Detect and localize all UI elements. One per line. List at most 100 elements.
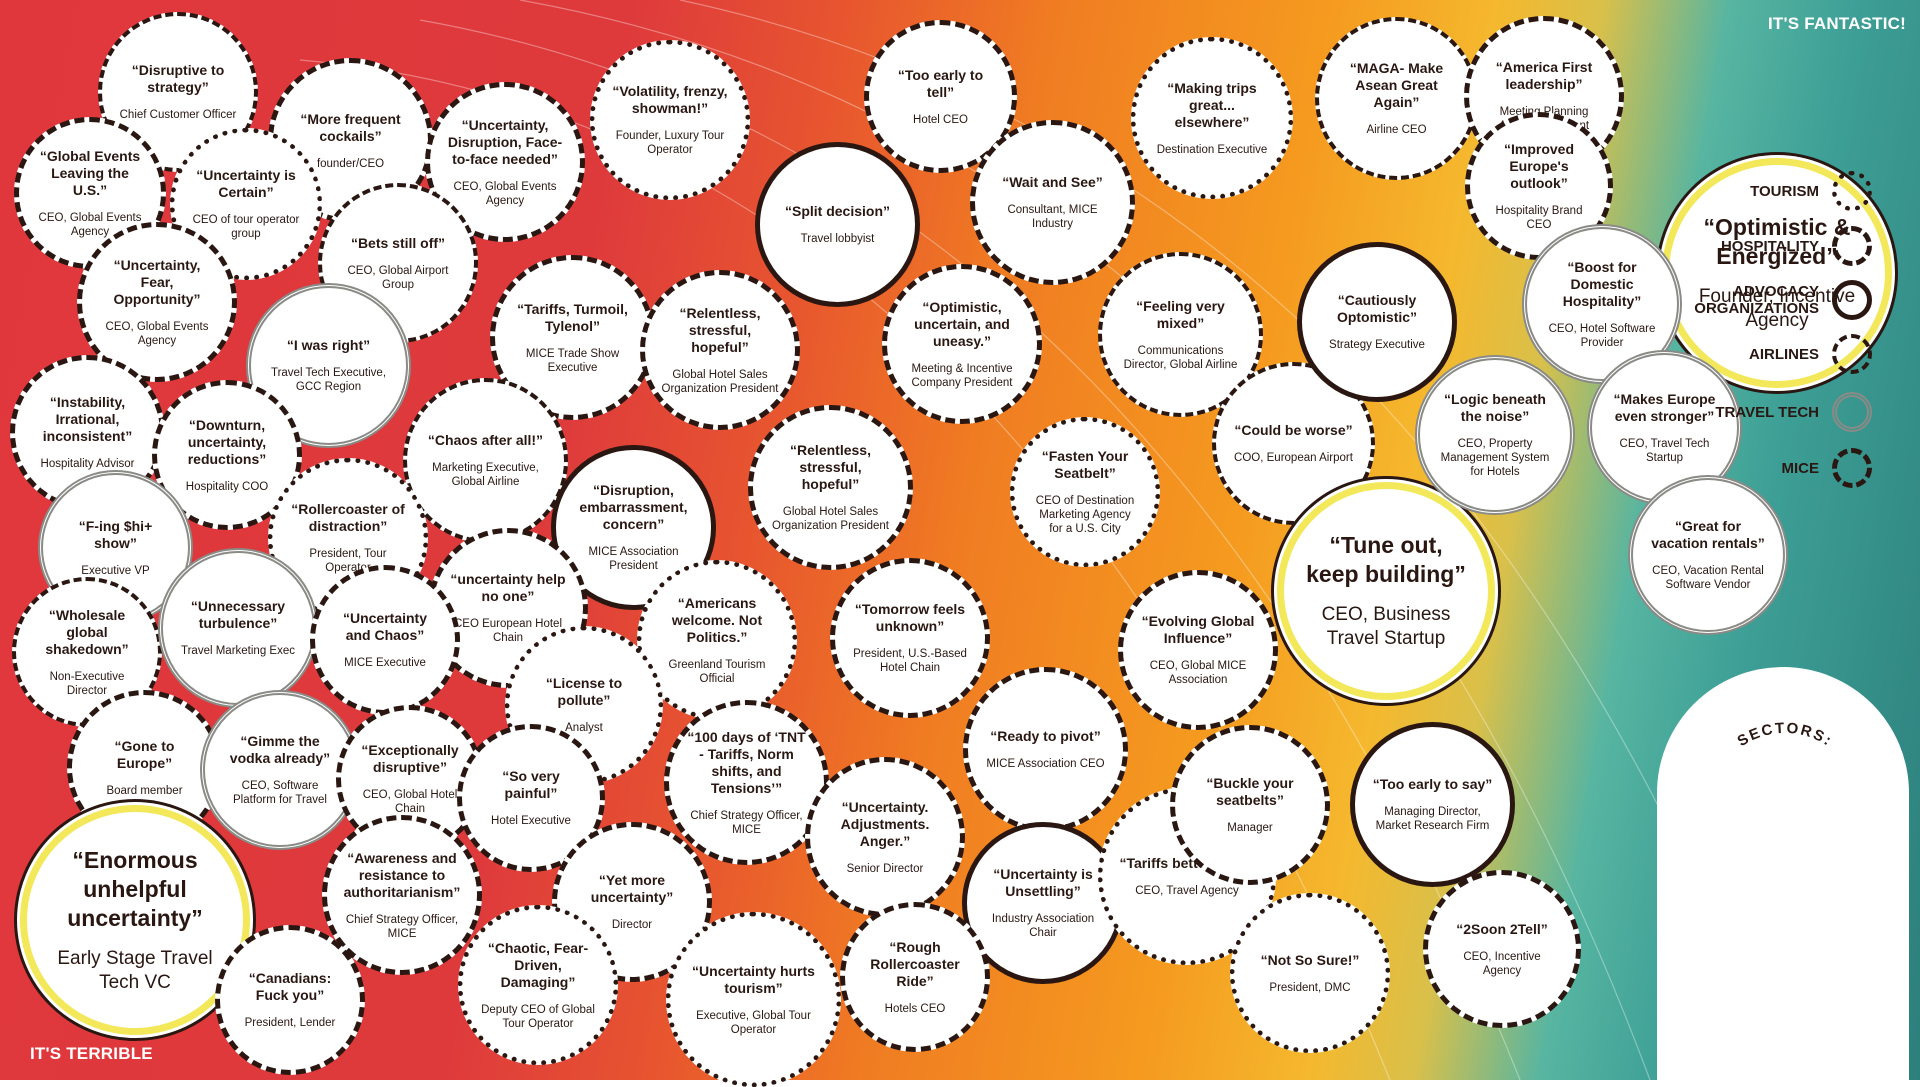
bubble-role: CEO, Software Platform for Travel (233, 780, 327, 806)
bubble-quote: “Not So Sure!” (1260, 951, 1360, 968)
bubble-quote: “Makes Europe even stronger” (1613, 390, 1716, 424)
bubble-role: Director (611, 919, 653, 931)
bubble-role: Global Hotel Sales Organization Presiden… (661, 368, 779, 395)
bubble-quote: “Awareness and resistance to authoritari… (343, 849, 461, 900)
bubble-quote: “Americans welcome. Not Politics.” (671, 594, 763, 645)
legend-title: SECTORS: (1734, 720, 1833, 750)
bubble-role: Consultant, MICE Industry (1007, 204, 1098, 230)
quote-bubble: “Uncertainty hurts tourism” Executive, Gl… (666, 912, 841, 1087)
quote-bubble: “Chaotic, Fear-Driven, Damaging” Deputy C… (458, 905, 618, 1065)
bubble-role: Hotel Executive (491, 815, 571, 827)
bubble-role: CEO, Global Hotel Chain (362, 789, 458, 815)
legend-item-traveltech: TRAVEL TECH (1657, 388, 1909, 436)
bubble-quote: “Uncertainty is Unsettling” (993, 866, 1093, 899)
bubble-role: Manager (1227, 822, 1273, 834)
bubble-role: MICE Association CEO (986, 758, 1105, 770)
bubble-role: founder/CEO (316, 157, 385, 170)
bubble-role: Founder, Luxury Tour Operator (615, 130, 725, 156)
bubble-role: CEO, Property Management System for Hote… (1440, 438, 1550, 478)
bubble-quote: “Chaos after all!” (427, 432, 544, 448)
bubble-quote: “America First leadership” (1495, 59, 1593, 92)
bubble-quote: “Instability, Irrational, inconsistent” (42, 394, 133, 444)
quote-bubble: “Buckle your seatbelts” Manager (1170, 725, 1330, 885)
bubble-quote: “Split decision” (784, 203, 890, 219)
bubble-role: MICE Trade Show Executive (525, 347, 620, 374)
quote-bubble: “Rough Rollercoaster Ride” Hotels CEO (840, 902, 990, 1052)
bubble-role: CEO, Global Events Agency (105, 320, 209, 347)
bubble-quote: “Cautiously Optomistic” (1336, 292, 1418, 325)
bubble-quote: “100 days of ‘TNT - Tariffs, Norm shifts… (687, 728, 806, 796)
bubble-quote: “Tune out, keep building” (1306, 532, 1466, 587)
bubble-role: Board member (106, 784, 183, 797)
bubble-quote: “Too early to tell” (897, 66, 984, 100)
bubble-role: Hotel CEO (913, 113, 968, 126)
bubble-role: Hospitality COO (185, 480, 269, 493)
legend-label: TOURISM (1750, 182, 1819, 200)
bubble-role: Destination Executive (1156, 143, 1268, 156)
quote-bubble: “Canadians: Fuck you” President, Lender (215, 925, 365, 1075)
bubble-quote: “Enormous unhelpful uncertainty” (67, 846, 203, 931)
quote-bubble: “Fasten Your Seatbelt” CEO of Destination… (1010, 417, 1160, 567)
bubble-role: Strategy Executive (1329, 339, 1425, 351)
bubble-quote: “Could be worse” (1234, 422, 1353, 438)
svg-text:SECTORS:: SECTORS: (1734, 720, 1835, 750)
bubble-role: CEO of Destination Marketing Agency for … (1035, 495, 1135, 535)
quote-bubble: “2Soon 2Tell” CEO, Incentive Agency (1423, 870, 1581, 1028)
bubble-role: CEO, Global MICE Association (1149, 660, 1247, 686)
bubble-quote: “Uncertainty and Chaos” (342, 610, 428, 643)
quote-bubble: “Awareness and resistance to authoritari… (322, 815, 482, 975)
bubble-quote: “Improved Europe's outlook” (1503, 140, 1574, 191)
quote-bubble: “Uncertainty and Chaos” MICE Executive (310, 565, 460, 715)
bubble-role: CEO, Travel Tech Startup (1619, 437, 1710, 464)
bubble-quote: “I was right” (286, 337, 371, 353)
quote-bubble: “Uncertainty, Fear, Opportunity” CEO, Glo… (77, 222, 237, 382)
bubble-role: CEO European Hotel Chain (453, 618, 563, 644)
bubble-role: Chief Strategy Officer, MICE (345, 913, 459, 940)
quote-bubble: “Chaos after all!” Marketing Executive, G… (403, 378, 568, 543)
bubble-quote: “Bets still off” (350, 234, 446, 251)
traveltech-ring-icon (1832, 392, 1872, 432)
bubble-quote: “Rollercoaster of distraction” (291, 501, 405, 534)
bubble-quote: “MAGA- Make Asean Great Again” (1349, 60, 1444, 110)
bubble-role: President, DMC (1269, 981, 1351, 994)
quote-bubble: “Making trips great... elsewhere” Destina… (1131, 37, 1293, 199)
bubble-quote: “Great for vacation rentals” (1651, 518, 1765, 551)
quote-bubble: “Relentless, stressful, hopeful” Global H… (640, 270, 800, 430)
bubble-role: Executive, Global Tour Operator (696, 1009, 811, 1036)
bubble-role: Meeting & Incentive Company President (911, 362, 1013, 389)
bubble-role: Founder, Incentive Agency (1698, 286, 1856, 331)
quote-bubble: “Relentless, stressful, hopeful” Global H… (748, 405, 913, 570)
hospitality-ring-icon (1832, 226, 1872, 266)
quote-bubble: “Great for vacation rentals” CEO, Vacatio… (1628, 475, 1788, 635)
bubble-quote: “Fasten Your Seatbelt” (1041, 448, 1129, 481)
bubble-quote: “License to pollute” (545, 675, 623, 708)
bubble-quote: “Relentless, stressful, hopeful” (790, 442, 871, 492)
bubble-role: Hospitality Advisor (40, 458, 135, 470)
bubble-role: CEO, Travel Agency (1135, 884, 1239, 897)
sectors-legend: SECTORS: TOURISM HOSPITALITY ADVOCACY ORGA… (1657, 171, 1909, 1080)
bubble-role: CEO, Hotel Software Provider (1548, 322, 1656, 349)
bubble-quote: “So very painful” (502, 768, 560, 801)
bubble-role: Hotels CEO (884, 1002, 946, 1015)
bubble-role: CEO, Vacation Rental Software Vendor (1652, 565, 1764, 591)
bubble-quote: “Uncertainty, Fear, Opportunity” (113, 256, 201, 307)
bubble-quote: “Volatility, frenzy, showman!” (612, 83, 728, 116)
advocacy-ring-icon (1832, 280, 1872, 320)
featured-quote-bubble: “Tune out, keep building” CEO, Business T… (1277, 482, 1495, 700)
bubble-role: Communications Director, Global Airline (1123, 344, 1238, 371)
bubble-role: Executive VP (81, 564, 150, 577)
quote-bubble: “Ready to pivot” MICE Association CEO (963, 667, 1128, 832)
bubble-quote: “Chaotic, Fear-Driven, Damaging” (487, 939, 589, 990)
bubble-role: President, U.S.-Based Hotel Chain (853, 648, 967, 674)
bubble-role: Travel Marketing Exec (181, 645, 295, 657)
bubble-quote: “Tomorrow feels unknown” (854, 601, 966, 634)
bubble-role: Industry Association Chair (991, 913, 1095, 939)
quote-bubble: “100 days of ‘TNT - Tariffs, Norm shifts… (664, 700, 829, 865)
quote-bubble: “Not So Sure!” President, DMC (1230, 893, 1390, 1053)
bubble-quote: “Uncertainty. Adjustments. Anger.” (840, 798, 930, 849)
airlines-ring-icon (1832, 334, 1872, 374)
bubble-quote: “Boost for Domestic Hospitality” (1562, 258, 1642, 309)
legend-item-airlines: AIRLINES (1657, 330, 1909, 378)
bubble-quote: “F-ing $hi+ show” (78, 517, 153, 551)
bubble-role: COO, European Airport (1234, 452, 1353, 464)
